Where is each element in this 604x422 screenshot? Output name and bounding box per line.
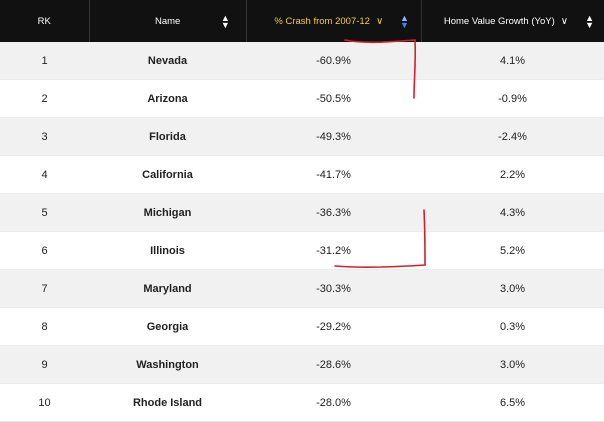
rank-cell: 5 xyxy=(41,206,48,219)
rank-cell: 6 xyxy=(41,244,48,257)
column-header-rank[interactable]: RK xyxy=(0,0,90,42)
column-header-name[interactable]: Name ▲ ▼ xyxy=(90,0,247,42)
column-header-crash[interactable]: % Crash from 2007-12 ∨ ▲ ▼ xyxy=(247,0,422,42)
crash-header-label: % Crash from 2007-12 xyxy=(274,15,370,27)
growth-cell: 5.2% xyxy=(499,244,526,257)
crash-cell: -36.3% xyxy=(316,206,351,219)
table-body: 1 Nevada -60.9% 4.1% 2 Arizona -50.5% -0.9% 3 Flo… xyxy=(0,42,604,422)
growth-cell: 2.2% xyxy=(499,168,526,181)
growth-cell: 4.1% xyxy=(499,54,526,67)
growth-cell: 6.5% xyxy=(499,396,526,409)
rank-cell: 9 xyxy=(41,358,48,371)
table-row[interactable]: 3 Florida -49.3% -2.4% xyxy=(0,118,604,156)
growth-cell: 0.3% xyxy=(499,320,526,333)
name-cell: Florida xyxy=(149,130,186,143)
crash-cell: -50.5% xyxy=(316,92,351,105)
crash-cell: -49.3% xyxy=(316,130,351,143)
crash-cell: -28.0% xyxy=(316,396,351,409)
crash-cell: -31.2% xyxy=(316,244,351,257)
sort-icon[interactable]: ▲ ▼ xyxy=(220,13,230,30)
name-cell: Arizona xyxy=(147,92,188,105)
name-cell: Rhode Island xyxy=(132,396,203,409)
rank-cell: 10 xyxy=(38,396,51,409)
rank-cell: 2 xyxy=(41,92,48,105)
name-cell: California xyxy=(142,168,193,181)
rank-cell: 7 xyxy=(41,282,48,295)
name-cell: Washington xyxy=(136,358,199,371)
growth-cell: 3.0% xyxy=(499,282,526,295)
table-header: RK Name ▲ ▼ % Crash from 2007-12 ∨ ▲ ▼ Hom… xyxy=(0,0,604,42)
rank-cell: 3 xyxy=(41,130,48,143)
table-row[interactable]: 7 Maryland -30.3% 3.0% xyxy=(0,270,604,308)
crash-cell: -60.9% xyxy=(316,54,351,67)
rank-header-label: RK xyxy=(37,15,51,27)
table-row[interactable]: 1 Nevada -60.9% 4.1% xyxy=(0,42,604,80)
growth-cell: -2.4% xyxy=(498,130,527,143)
sort-icon[interactable]: ▲ ▼ xyxy=(399,13,409,30)
column-header-growth[interactable]: Home Value Growth (YoY) ∨ ▲ ▼ xyxy=(422,0,604,42)
name-cell: Georgia xyxy=(146,320,189,333)
crash-cell: -41.7% xyxy=(316,168,351,181)
table-row[interactable]: 2 Arizona -50.5% -0.9% xyxy=(0,80,604,118)
chevron-down-icon[interactable]: ∨ xyxy=(375,15,384,27)
sort-icon[interactable]: ▲ ▼ xyxy=(585,13,594,30)
chevron-down-icon[interactable]: ∨ xyxy=(560,15,569,27)
rank-cell: 1 xyxy=(41,54,48,67)
name-header-label: Name xyxy=(155,15,181,27)
growth-header-label: Home Value Growth (YoY) xyxy=(443,15,555,27)
name-cell: Nevada xyxy=(147,54,188,67)
growth-cell: 3.0% xyxy=(499,358,526,371)
table-row[interactable]: 9 Washington -28.6% 3.0% xyxy=(0,346,604,384)
table-row[interactable]: 4 California -41.7% 2.2% xyxy=(0,156,604,194)
growth-cell: 4.3% xyxy=(499,206,526,219)
crash-cell: -28.6% xyxy=(316,358,351,371)
rank-cell: 4 xyxy=(41,168,48,181)
growth-cell: -0.9% xyxy=(498,92,527,105)
table-row[interactable]: 10 Rhode Island -28.0% 6.5% xyxy=(0,384,604,422)
table-row[interactable]: 5 Michigan -36.3% 4.3% xyxy=(0,194,604,232)
crash-cell: -29.2% xyxy=(316,320,351,333)
table-row[interactable]: 8 Georgia -29.2% 0.3% xyxy=(0,308,604,346)
crash-cell: -30.3% xyxy=(316,282,351,295)
rank-cell: 8 xyxy=(41,320,48,333)
name-cell: Michigan xyxy=(143,206,192,219)
table-row[interactable]: 6 Illinois -31.2% 5.2% xyxy=(0,232,604,270)
name-cell: Illinois xyxy=(150,244,185,257)
name-cell: Maryland xyxy=(143,282,192,295)
